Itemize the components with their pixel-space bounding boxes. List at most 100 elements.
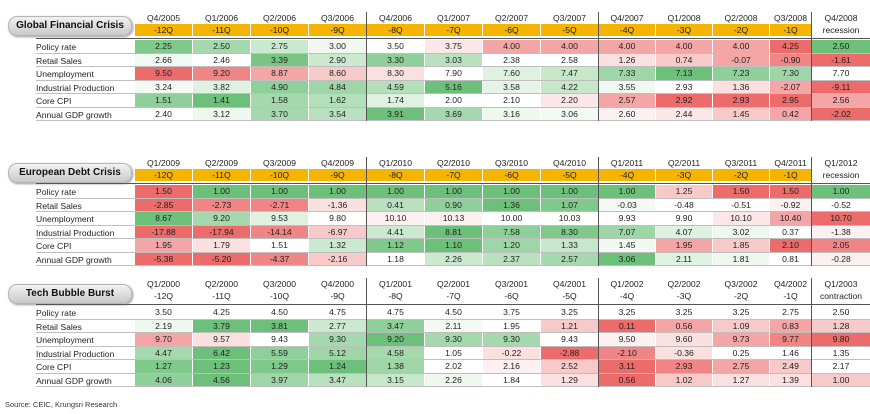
data-cell: 2.19 xyxy=(135,319,192,332)
data-cell: 3.11 xyxy=(599,360,655,373)
data-cell: 1.02 xyxy=(656,373,712,386)
column-group-separator xyxy=(598,278,599,387)
data-cell: -2.16 xyxy=(309,252,366,265)
quarter-offset-header: -10Q xyxy=(251,169,308,181)
data-cell: 8.87 xyxy=(251,67,308,80)
row-divider xyxy=(36,66,870,67)
data-cell: 3.75 xyxy=(483,306,540,319)
data-cell: 3.50 xyxy=(135,306,192,319)
data-cell: -17.94 xyxy=(193,225,250,238)
quarter-date-header: Q2/2000 xyxy=(205,279,238,289)
data-cell: 4.47 xyxy=(135,346,192,359)
column-group-separator xyxy=(811,157,812,266)
data-cell: 1.00 xyxy=(425,185,482,198)
column-group-separator xyxy=(598,157,599,266)
data-cell: 9.30 xyxy=(309,333,366,346)
data-cell: 2.75 xyxy=(713,360,769,373)
quarter-offset-header: -3Q xyxy=(676,291,692,301)
data-cell: 1.00 xyxy=(251,185,308,198)
quarter-offset-header: -1Q xyxy=(770,169,811,181)
data-cell: 9.80 xyxy=(309,212,366,225)
data-cell: 10.40 xyxy=(770,212,811,225)
data-cell: -2.85 xyxy=(135,198,192,211)
data-cell: 3.50 xyxy=(367,40,424,53)
data-cell: 1.41 xyxy=(193,94,250,107)
data-cell: 9.77 xyxy=(770,333,811,346)
quarter-offset-header: -7Q xyxy=(425,169,482,181)
data-cell: 1.24 xyxy=(309,360,366,373)
quarter-offset-header: -4Q xyxy=(599,24,655,36)
data-cell: 1.21 xyxy=(541,319,598,332)
indicator-label: Policy rate xyxy=(36,308,77,318)
indicator-label: Industrial Production xyxy=(36,348,115,359)
data-cell: 1.07 xyxy=(541,198,598,211)
data-cell: 1.50 xyxy=(135,185,192,198)
data-cell: 10.70 xyxy=(812,212,870,225)
data-cell: 3.70 xyxy=(251,107,308,120)
data-cell: 1.00 xyxy=(812,185,870,198)
data-cell: 3.06 xyxy=(599,252,655,265)
data-cell: 2.57 xyxy=(599,94,655,107)
data-cell: 3.91 xyxy=(367,107,424,120)
data-cell: 2.37 xyxy=(483,252,540,265)
data-cell: 2.26 xyxy=(425,252,482,265)
data-cell: 8.81 xyxy=(425,225,482,238)
data-cell: 7.60 xyxy=(483,67,540,80)
data-cell: -0.03 xyxy=(599,198,655,211)
quarter-date-header: Q2/2010 xyxy=(437,158,470,168)
data-cell: -2.02 xyxy=(812,107,870,120)
quarter-date-header: Q3/2006 xyxy=(321,13,354,23)
data-cell: 2.10 xyxy=(770,239,811,252)
data-cell: 1.29 xyxy=(251,360,308,373)
quarter-offset-header: -8Q xyxy=(367,24,424,36)
data-cell: 1.26 xyxy=(599,53,655,66)
data-cell: -1.38 xyxy=(812,225,870,238)
data-cell: -5.20 xyxy=(193,252,250,265)
data-cell: -0.07 xyxy=(713,53,769,66)
data-cell: 4.41 xyxy=(367,225,424,238)
quarter-offset-header: -8Q xyxy=(367,169,424,181)
quarter-date-header: Q1/2008 xyxy=(667,13,701,23)
column-group-separator xyxy=(366,278,367,387)
data-cell: 1.38 xyxy=(367,360,424,373)
section-title: Tech Bubble Burst xyxy=(8,284,132,304)
data-cell: 3.25 xyxy=(599,306,655,319)
data-cell: -2.07 xyxy=(770,80,811,93)
row-divider xyxy=(36,386,870,387)
quarter-date-header: Q1/2000 xyxy=(147,279,180,289)
data-cell: 3.79 xyxy=(193,319,250,332)
quarter-date-header: Q1/2006 xyxy=(205,13,238,23)
data-cell: -2.10 xyxy=(599,346,655,359)
row-divider xyxy=(36,238,870,239)
quarter-date-header: Q3/2010 xyxy=(495,158,528,168)
data-cell: 9.43 xyxy=(251,333,308,346)
data-cell: 2.52 xyxy=(541,360,598,373)
data-cell: 2.10 xyxy=(483,94,540,107)
data-cell: 3.55 xyxy=(599,80,655,93)
data-cell: -2.88 xyxy=(541,346,598,359)
data-cell: 2.11 xyxy=(425,319,482,332)
row-divider xyxy=(36,345,870,347)
quarter-offset-header: -2Q xyxy=(733,291,749,301)
data-cell: 9.70 xyxy=(135,333,192,346)
data-cell: 4.00 xyxy=(599,40,655,53)
data-cell: 4.00 xyxy=(656,40,712,53)
column-group-separator xyxy=(811,278,812,387)
row-divider xyxy=(36,359,870,360)
quarter-date-header: Q4/2006 xyxy=(379,13,412,23)
indicator-label: Retail Sales xyxy=(36,55,82,66)
indicator-label: Core CPI xyxy=(36,96,72,106)
data-cell: 1.00 xyxy=(309,185,366,198)
quarter-offset-header: -9Q xyxy=(309,169,366,181)
data-cell: 8.67 xyxy=(135,212,192,225)
quarter-offset-header: -5Q xyxy=(541,24,598,36)
data-cell: 5.16 xyxy=(425,80,482,93)
data-cell: 1.74 xyxy=(367,94,424,107)
quarter-date-header: Q2/2008 xyxy=(724,13,758,23)
data-cell: 9.43 xyxy=(541,333,598,346)
data-cell: 3.25 xyxy=(541,306,598,319)
data-cell: 4.84 xyxy=(309,80,366,93)
data-cell: 3.15 xyxy=(367,373,424,386)
data-cell: 9.30 xyxy=(425,333,482,346)
data-cell: 7.07 xyxy=(599,225,655,238)
